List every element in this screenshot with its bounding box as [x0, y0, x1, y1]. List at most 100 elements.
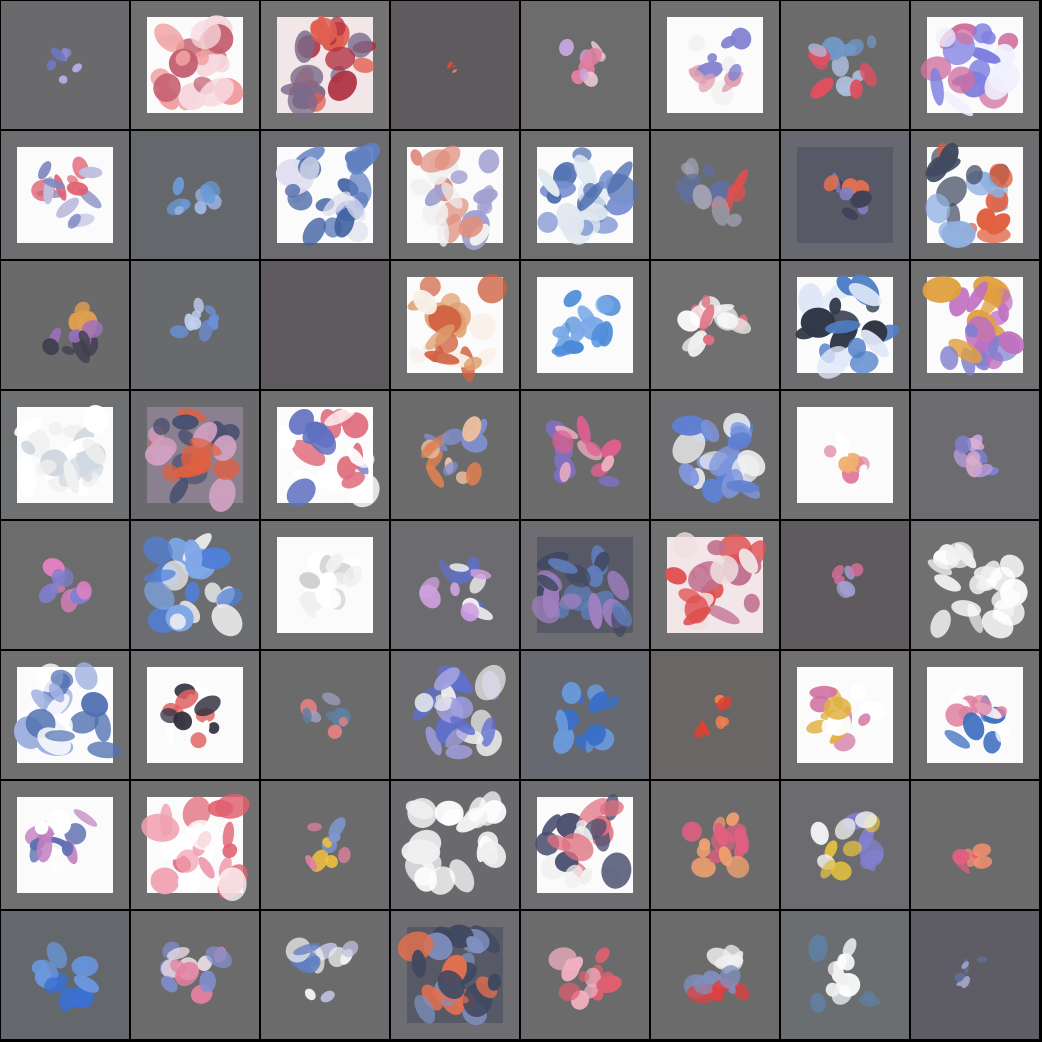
sample-blob: [711, 196, 730, 226]
sample-blob: [737, 450, 766, 477]
sample-blob: [445, 744, 473, 760]
sample-blob: [693, 974, 717, 995]
sample-blob: [809, 685, 838, 699]
sample-blob: [304, 988, 316, 1001]
sample-thumbnail: [781, 391, 909, 519]
sample-blob: [72, 336, 91, 364]
sample-blob: [441, 428, 464, 446]
sample-blob: [83, 405, 109, 434]
sample-blob: [150, 867, 180, 895]
sample-blob: [553, 726, 575, 754]
sample-blob: [561, 682, 582, 704]
sample-blob: [208, 315, 219, 330]
sample-blob: [463, 356, 482, 371]
sample-blob: [141, 813, 180, 842]
sample-blob: [576, 415, 591, 445]
sample-blob: [71, 955, 99, 977]
sample-blob: [61, 841, 74, 857]
sample-blob: [480, 717, 496, 747]
sample-blob: [820, 859, 836, 879]
sample-blob: [420, 440, 437, 459]
sample-blob: [930, 67, 944, 106]
sample-blob: [947, 66, 975, 94]
sample-blob: [561, 833, 594, 862]
sample-blob: [673, 532, 698, 559]
sample-blob: [477, 274, 507, 304]
sample-blob: [58, 986, 77, 1012]
sample-thumbnail: [131, 391, 259, 519]
sample-blob: [825, 320, 861, 334]
sample-thumbnail: [781, 911, 909, 1039]
sample-blob: [536, 574, 559, 592]
sample-blob: [169, 613, 186, 630]
sample-blob: [688, 34, 706, 52]
sample-thumbnail: [781, 261, 909, 389]
sample-blob: [962, 712, 985, 741]
sample-blob: [860, 329, 889, 358]
sample-blob: [573, 154, 597, 187]
sample-blob: [193, 297, 204, 314]
sample-blob: [596, 975, 622, 994]
sample-blob: [450, 170, 468, 184]
sample-blob: [180, 199, 191, 210]
sample-blob: [14, 417, 44, 437]
sample-blob: [683, 606, 711, 626]
sample-blob: [199, 970, 217, 993]
sample-blob: [551, 345, 576, 356]
sample-blob: [58, 75, 68, 84]
sample-blob: [487, 973, 502, 991]
sample-blob: [87, 741, 123, 759]
sample-blob: [322, 191, 351, 217]
sample-blob: [73, 975, 100, 993]
sample-blob: [702, 334, 715, 346]
sample-blob: [719, 965, 741, 989]
sample-blob: [38, 161, 52, 180]
sample-thumbnail: [261, 651, 389, 779]
sample-blob: [35, 459, 57, 476]
sample-blob: [144, 580, 175, 610]
sample-blob: [678, 463, 700, 486]
sample-blob: [564, 864, 584, 889]
sample-blob: [419, 149, 451, 173]
sample-blob: [347, 142, 381, 173]
sample-blob: [823, 175, 839, 192]
sample-blob: [702, 478, 724, 503]
sample-blob: [222, 821, 235, 849]
sample-blob: [859, 464, 868, 475]
sample-blob: [681, 162, 694, 175]
sample-blob: [198, 77, 235, 107]
sample-blob: [190, 732, 207, 749]
sample-blob: [559, 38, 574, 57]
sample-blob: [286, 478, 316, 507]
sample-blob: [184, 581, 200, 603]
sample-blob: [581, 47, 603, 67]
sample-blob: [731, 169, 749, 195]
sample-blob: [175, 689, 199, 710]
sample-blob: [973, 855, 993, 869]
sample-blob: [810, 821, 829, 845]
sample-blob: [422, 200, 449, 226]
sample-thumbnail: [521, 261, 649, 389]
sample-blob: [325, 46, 356, 71]
sample-blob: [449, 859, 475, 893]
sample-blob: [153, 417, 170, 436]
sample-blob: [426, 465, 445, 488]
sample-thumbnail: [261, 131, 389, 259]
sample-blob: [838, 456, 853, 472]
sample-blob: [953, 449, 969, 468]
sample-blob: [409, 347, 426, 364]
sample-blob: [166, 947, 190, 960]
sample-blob: [419, 576, 440, 599]
sample-blob: [439, 560, 457, 585]
sample-blob: [216, 588, 243, 608]
sample-blob: [964, 324, 979, 338]
sample-thumbnail: [131, 261, 259, 389]
sample-blob: [941, 91, 974, 117]
sample-blob: [831, 861, 852, 881]
sample-blob: [479, 200, 493, 215]
sample-blob: [143, 536, 173, 565]
sample-blob: [292, 469, 325, 489]
sample-blob: [50, 47, 66, 62]
sample-blob: [696, 843, 711, 858]
sample-blob: [954, 435, 972, 454]
